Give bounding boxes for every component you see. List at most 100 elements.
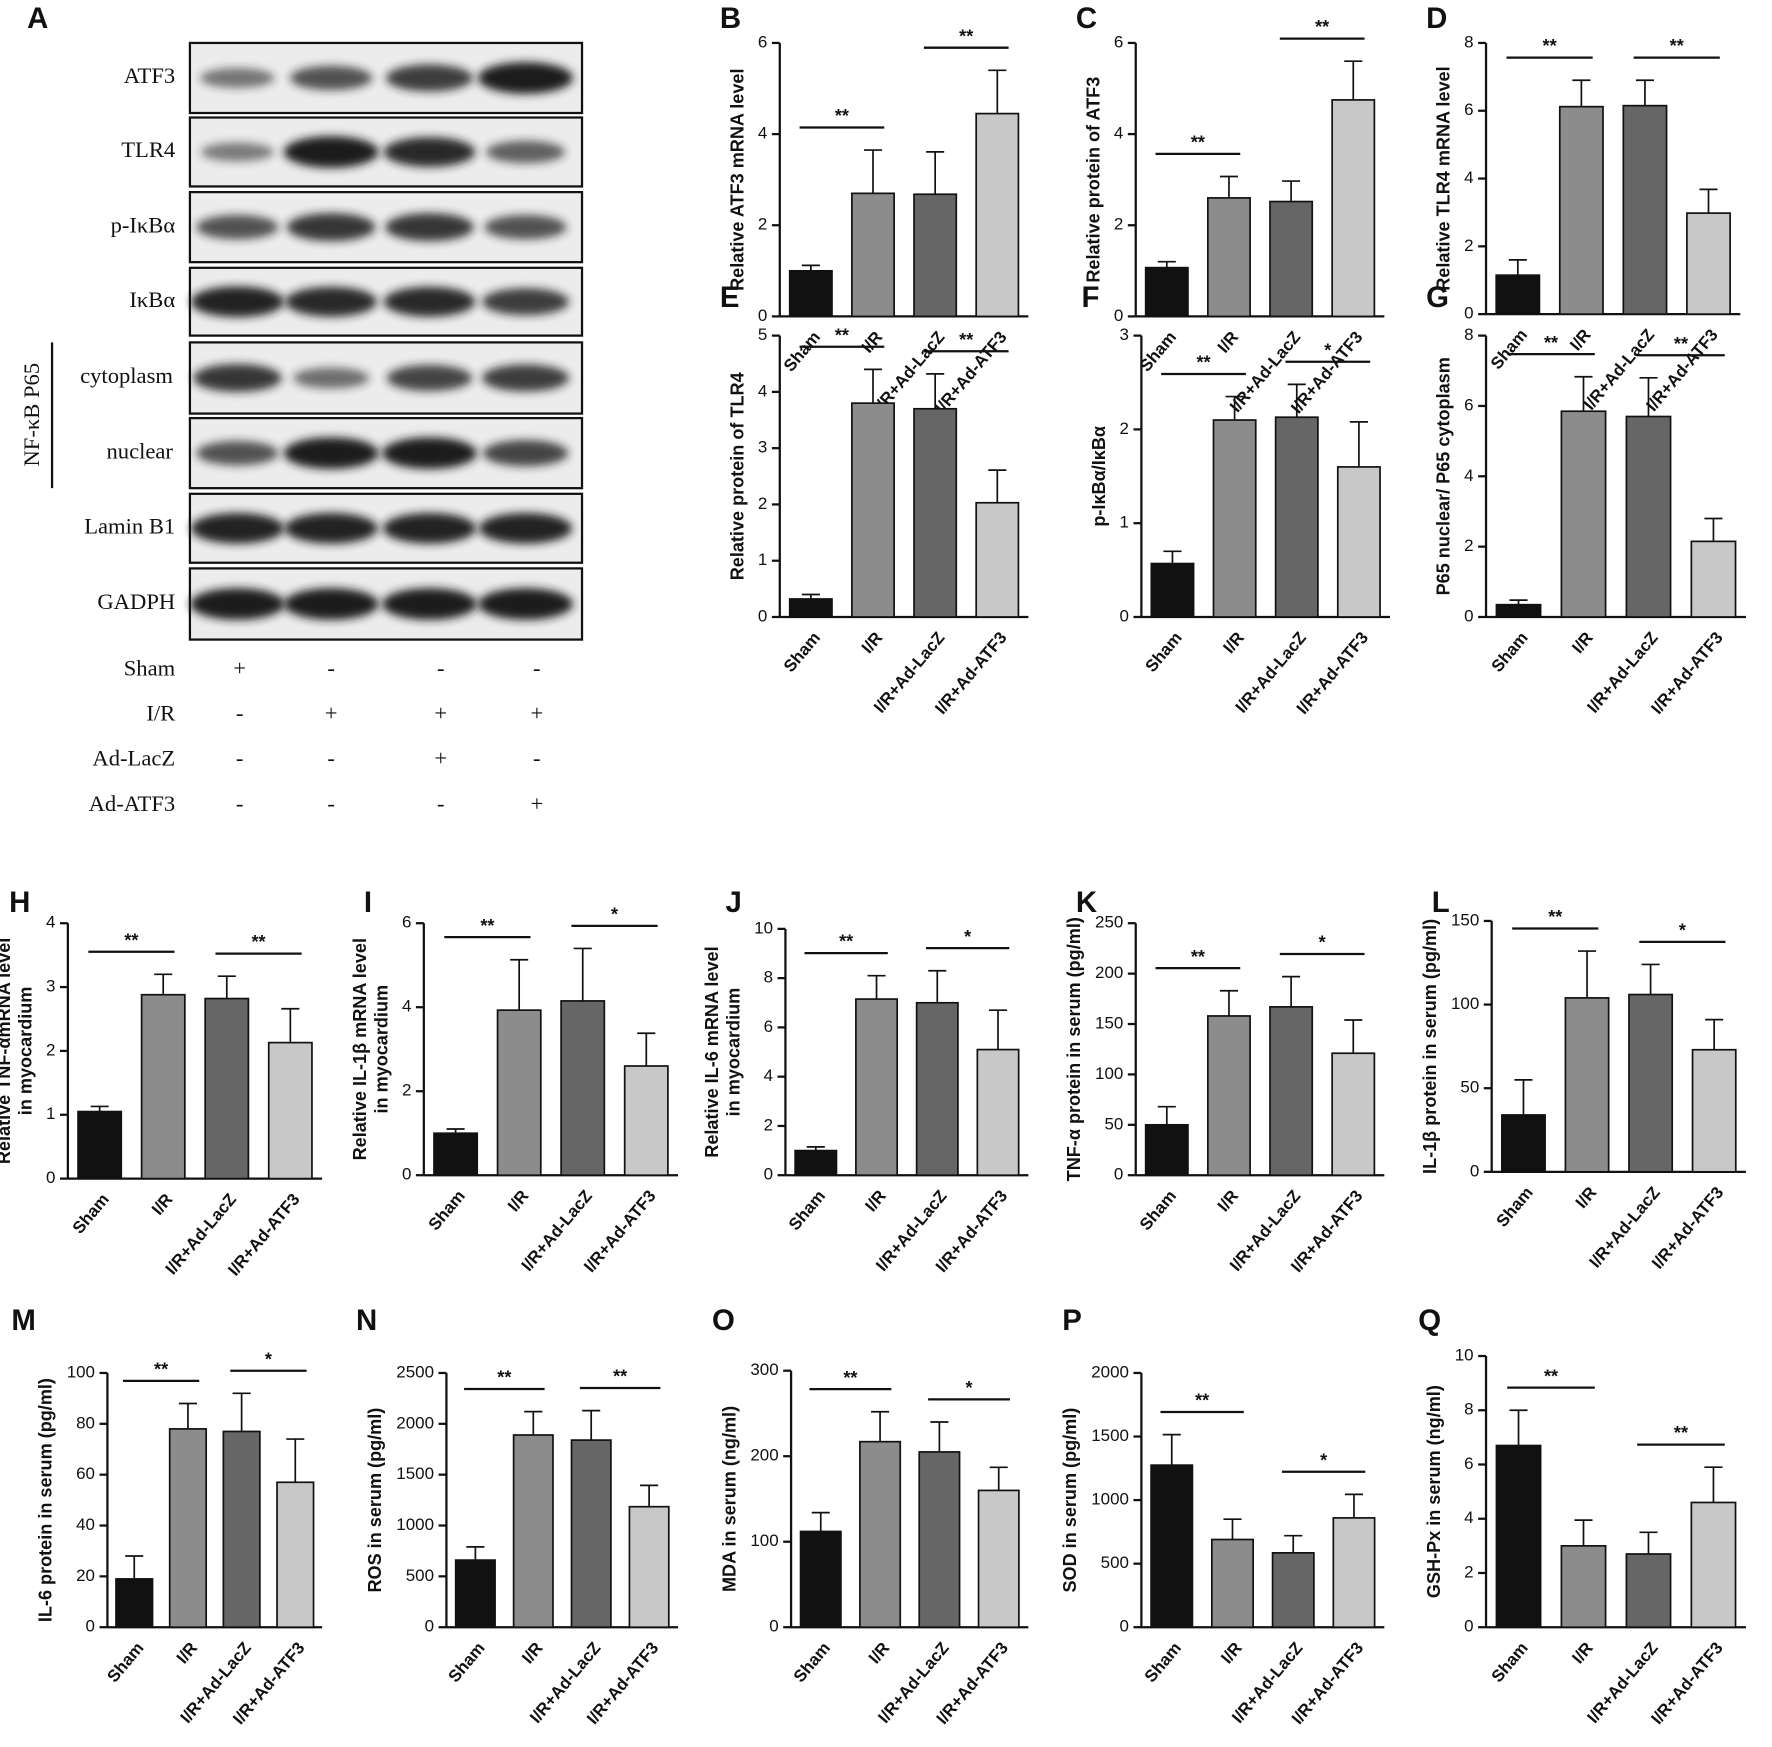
- blot-band: [382, 588, 477, 620]
- y-tick-label: 2: [758, 215, 767, 234]
- error-bar: [801, 593, 820, 599]
- significance-label: **: [835, 325, 850, 345]
- x-tick-label: I/R: [858, 628, 886, 657]
- blot-band: [383, 137, 476, 167]
- error-bar: [988, 69, 1007, 114]
- significance-label: **: [154, 1359, 169, 1379]
- y-tick-label: 3: [758, 438, 767, 457]
- y-tick-label: 300: [750, 1360, 778, 1379]
- treatment-sign: +: [530, 791, 543, 816]
- error-bar: [1572, 79, 1591, 107]
- bar: [1274, 416, 1319, 618]
- bar: [799, 1530, 842, 1629]
- panel-letter: I: [364, 886, 372, 919]
- y-tick-label: 8: [1464, 32, 1473, 51]
- error-bar: [1574, 1519, 1593, 1546]
- y-tick-label: 150: [1451, 910, 1479, 929]
- error-bar: [1705, 1018, 1724, 1050]
- treatment-label: Ad-ATF3: [89, 791, 176, 816]
- bar: [1206, 1015, 1251, 1177]
- significance-label: **: [843, 1368, 858, 1388]
- error-bar: [988, 469, 1007, 503]
- bar: [1336, 466, 1381, 618]
- blot-row-label: TLR4: [121, 137, 175, 162]
- significance-label: **: [1544, 1366, 1559, 1386]
- bar: [628, 1505, 670, 1629]
- blot-band: [196, 440, 279, 466]
- error-bar: [232, 1392, 251, 1432]
- treatment-sign: -: [236, 700, 244, 725]
- error-bar: [1219, 175, 1238, 198]
- blot-band: [285, 286, 378, 317]
- x-tick-label: I/R: [518, 1639, 546, 1668]
- x-tick-label: I/R: [1568, 628, 1596, 657]
- blot-band: [382, 512, 477, 544]
- panel-letter: D: [1426, 2, 1447, 35]
- blot-band: [478, 62, 573, 94]
- error-bar: [928, 969, 947, 1003]
- y-axis-label: Relative IL-1β mRNA level: [350, 938, 370, 1160]
- panel-letter: G: [1426, 281, 1449, 314]
- bar: [1150, 1464, 1194, 1629]
- x-tick-label: I/R: [1214, 1187, 1242, 1216]
- blot-band: [286, 213, 376, 242]
- error-bar: [863, 149, 883, 194]
- y-axis-label: in myocardium: [723, 988, 743, 1117]
- y-tick-label: 4: [1464, 466, 1473, 485]
- bar: [454, 1559, 496, 1629]
- error-bar: [1223, 1518, 1242, 1540]
- y-tick-label: 60: [76, 1464, 95, 1483]
- significance-label: *: [964, 927, 972, 947]
- y-axis-label: in myocardium: [371, 985, 391, 1114]
- error-bar: [1514, 1078, 1533, 1115]
- y-tick-label: 6: [1114, 32, 1123, 51]
- bar: [1212, 419, 1257, 618]
- y-tick-label: 1000: [396, 1515, 434, 1534]
- bar: [794, 1149, 838, 1177]
- blot-band: [200, 68, 275, 88]
- y-tick-label: 50: [1460, 1078, 1479, 1097]
- blot-band: [386, 364, 473, 392]
- y-tick-label: 2: [758, 494, 767, 513]
- y-axis-label: GSH-Px in serum (ng/ml): [1424, 1385, 1444, 1598]
- blot-row-label: Lamin B1: [84, 513, 175, 538]
- y-tick-label: 3: [46, 977, 55, 996]
- error-bar: [989, 1466, 1008, 1491]
- error-bar: [640, 1484, 659, 1507]
- bar: [859, 1440, 902, 1629]
- error-bar: [1509, 599, 1528, 605]
- x-tick-label: I/R: [865, 1639, 893, 1668]
- significance-label: *: [1319, 933, 1327, 953]
- y-axis-label: MDA in serum (ng/ml): [719, 1406, 739, 1592]
- significance-label: **: [252, 932, 267, 952]
- error-bar: [125, 1555, 144, 1579]
- blot-band: [382, 437, 477, 469]
- y-tick-label: 2: [1464, 536, 1473, 555]
- y-axis-label: SOD in serum (pg/ml): [1060, 1408, 1080, 1593]
- bar: [1691, 1048, 1737, 1173]
- blot-band: [482, 440, 569, 467]
- panel-letter: Q: [1418, 1304, 1441, 1337]
- blot-band: [485, 140, 566, 164]
- bar: [1269, 200, 1314, 318]
- y-tick-label: 2: [1464, 236, 1473, 255]
- bar: [204, 997, 250, 1180]
- y-tick-label: 500: [406, 1566, 434, 1585]
- bar: [1331, 99, 1376, 318]
- panel-letter: K: [1076, 886, 1097, 919]
- bar: [1495, 1444, 1542, 1629]
- error-bar: [1639, 1531, 1658, 1554]
- y-tick-label: 6: [764, 1017, 773, 1036]
- panel-letter: F: [1081, 281, 1099, 314]
- y-tick-label: 3: [1120, 325, 1129, 344]
- error-bar: [510, 958, 529, 1011]
- y-tick-label: 20: [76, 1566, 95, 1585]
- bar: [1332, 1517, 1376, 1629]
- blot-band: [478, 588, 573, 620]
- y-tick-label: 0: [1464, 606, 1473, 625]
- y-tick-label: 10: [754, 918, 773, 937]
- significance-label: **: [1315, 17, 1330, 37]
- error-bar: [1344, 1019, 1363, 1054]
- y-tick-label: 2: [46, 1040, 55, 1059]
- error-bar: [1344, 1493, 1364, 1518]
